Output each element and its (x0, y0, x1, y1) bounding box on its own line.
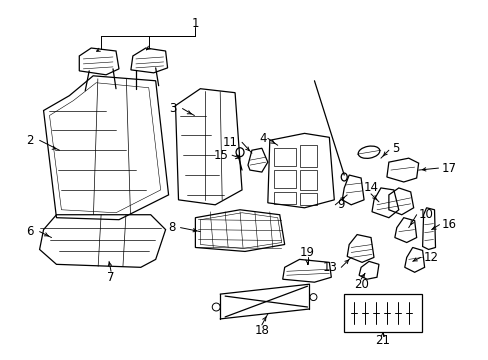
Bar (299, 145, 317, 167)
Text: 13: 13 (322, 261, 337, 274)
Bar (344, 294, 421, 332)
Text: 16: 16 (441, 218, 455, 231)
Text: 5: 5 (391, 142, 398, 155)
Text: 10: 10 (418, 208, 433, 221)
Text: 2: 2 (26, 134, 33, 147)
Text: 18: 18 (254, 324, 269, 337)
Bar (299, 193, 317, 205)
Text: 7: 7 (107, 271, 115, 284)
Text: 6: 6 (26, 225, 33, 238)
Bar (299, 170, 317, 190)
Text: 12: 12 (423, 251, 438, 264)
Text: 15: 15 (213, 149, 228, 162)
Text: 11: 11 (223, 136, 238, 149)
Text: 3: 3 (168, 102, 176, 115)
Text: 21: 21 (375, 334, 389, 347)
Text: 20: 20 (353, 278, 368, 291)
Bar (273, 148, 295, 166)
Text: 9: 9 (337, 198, 344, 211)
Text: 1: 1 (191, 17, 199, 30)
Text: 8: 8 (168, 221, 175, 234)
Text: 17: 17 (441, 162, 455, 175)
Text: 14: 14 (363, 181, 378, 194)
Text: 4: 4 (259, 132, 266, 145)
Bar (273, 170, 295, 188)
Bar (273, 192, 295, 204)
Text: 19: 19 (300, 246, 314, 259)
